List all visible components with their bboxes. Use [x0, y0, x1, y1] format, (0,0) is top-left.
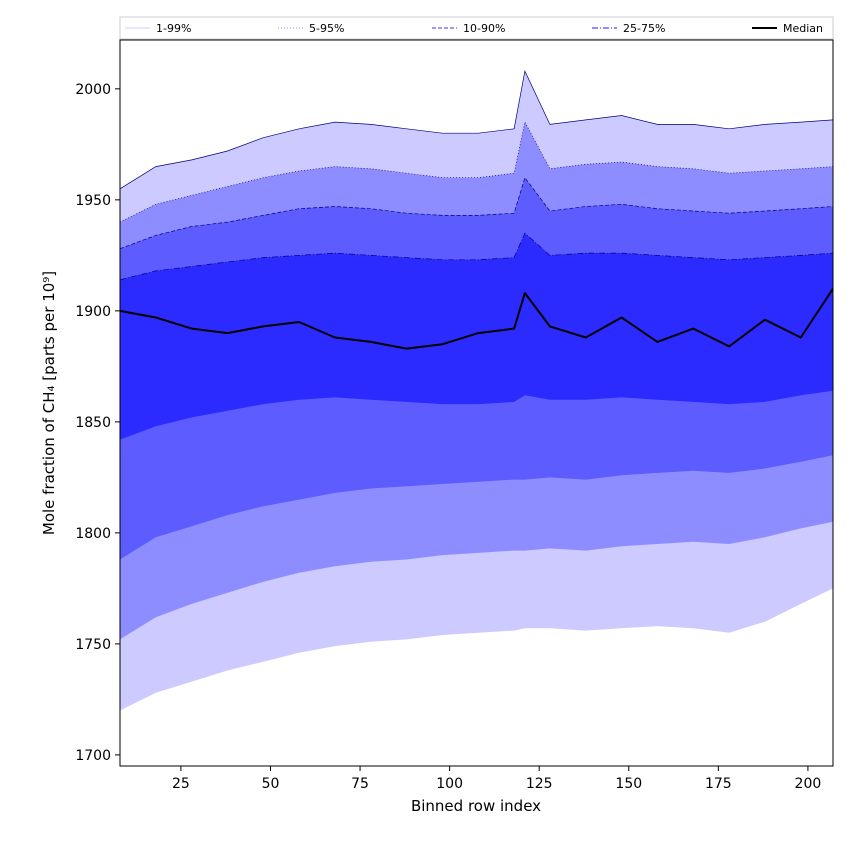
plot-frame: [119, 39, 834, 767]
x-tick-label: 25: [172, 776, 190, 792]
band-upper-line-1-99%: [120, 69, 833, 190]
median-line: [120, 288, 833, 350]
x-tick-label: 150: [615, 776, 642, 792]
x-tick-label: 100: [436, 776, 463, 792]
x-axis-label: Binned row index: [411, 797, 541, 815]
legend-box: [119, 16, 834, 40]
y-tick-label: 1850: [75, 415, 111, 431]
legend-label: 10-90%: [463, 22, 505, 35]
plot-bands: [120, 69, 833, 711]
legend-label: 5-95%: [309, 22, 344, 35]
legend-label: 25-75%: [623, 22, 665, 35]
y-axis-label: Mole fraction of CH₄ [parts per 10⁹]: [40, 271, 58, 535]
legend-label: 1-99%: [156, 22, 191, 35]
y-tick-label: 1700: [75, 748, 111, 764]
band-25-75%: [120, 233, 833, 440]
y-tick-label: 1900: [75, 304, 111, 320]
x-tick-label: 200: [795, 776, 822, 792]
band-upper-line-25-75%: [120, 232, 833, 281]
y-tick-label: 2000: [75, 82, 111, 98]
band-upper-line-10-90%: [120, 176, 833, 250]
y-tick-label: 1950: [75, 193, 111, 209]
band-upper-line-5-95%: [120, 121, 833, 223]
x-tick-label: 50: [262, 776, 280, 792]
x-tick-label: 175: [705, 776, 732, 792]
median-layer: [120, 288, 833, 350]
x-tick-label: 125: [526, 776, 553, 792]
x-tick-label: 75: [351, 776, 369, 792]
y-tick-label: 1800: [75, 526, 111, 542]
x-axis: 25 50 75 100 125 150 175 200: [172, 766, 821, 792]
y-tick-label: 1750: [75, 637, 111, 653]
legend-label: Median: [783, 22, 823, 35]
y-axis: 1700 1750 1800 1850 1900 1950 2000: [75, 82, 120, 764]
legend: 1-99% 5-95% 10-90% 25-75% Median: [119, 16, 834, 40]
